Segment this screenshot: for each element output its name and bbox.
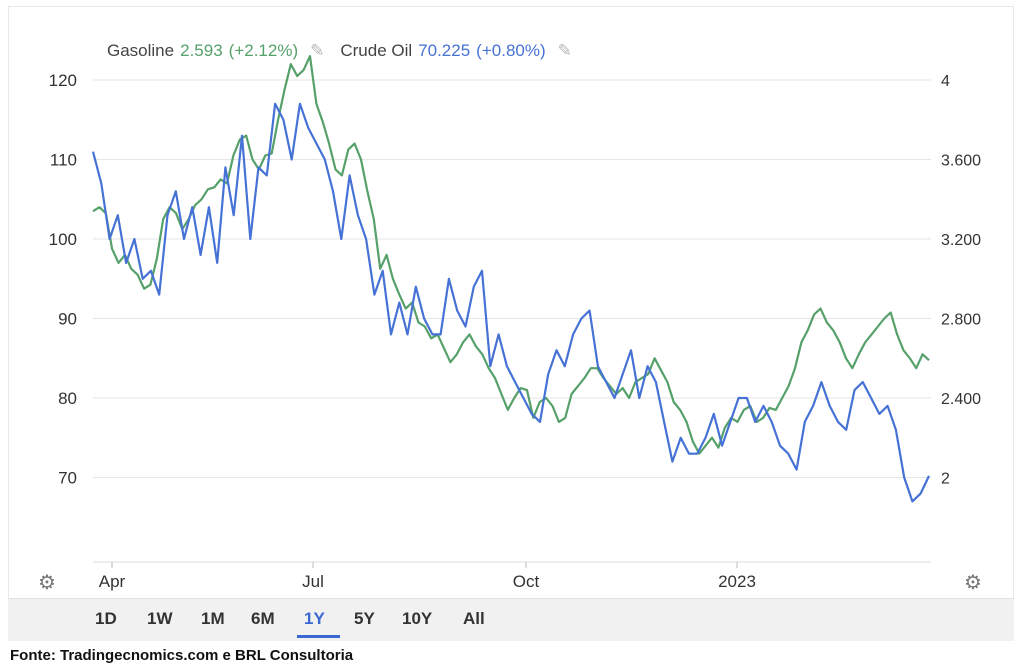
range-selector-bar: 1D 1W 1M 6M 1Y 5Y 10Y All [8, 598, 1014, 641]
range-button-1y[interactable]: 1Y [304, 609, 325, 628]
chart-frame: 70 80 90 100 110 120 2 2.400 2.800 3.200 3.600 4 Apr… [8, 6, 1014, 641]
range-button-6m[interactable]: 6M [251, 609, 275, 628]
source-caption: Fonte: Tradingecnomics.com e BRL Consult… [10, 647, 354, 664]
edit-crude-pencil-icon[interactable]: ✎ [557, 41, 572, 60]
x-axis-tick-label: Oct [513, 572, 540, 591]
left-axis-tick-label: 100 [49, 230, 77, 249]
legend-crude-value: 70.225 [418, 41, 471, 60]
left-axis-tick-label: 80 [58, 389, 77, 408]
right-axis-tick-label: 2.400 [941, 391, 981, 408]
legend-crude-label: Crude Oil [340, 41, 413, 60]
range-button-5y[interactable]: 5Y [354, 609, 375, 628]
chart-canvas: 70 80 90 100 110 120 2 2.400 2.800 3.200 3.600 4 Apr… [49, 54, 981, 591]
edit-gasoline-pencil-icon[interactable]: ✎ [310, 41, 325, 60]
right-axis-tick-label: 3.600 [941, 153, 981, 170]
right-settings-gear-icon[interactable]: ⚙ [964, 572, 982, 594]
right-axis-tick-label: 2.800 [941, 312, 981, 329]
gasoline-series-line [92, 54, 930, 455]
left-axis-tick-label: 120 [49, 71, 77, 90]
left-axis-tick-label: 90 [58, 310, 77, 329]
x-axis-tick-label: Jul [302, 572, 324, 591]
legend-gasoline-value: 2.593 [180, 41, 223, 60]
range-button-1m[interactable]: 1M [201, 609, 225, 628]
legend-gasoline-label: Gasoline [107, 41, 175, 60]
legend-gasoline-change: (+2.12%) [228, 41, 299, 60]
left-settings-gear-icon[interactable]: ⚙ [38, 572, 56, 594]
left-axis-tick-label: 110 [50, 151, 77, 170]
x-axis-tick-label: Apr [99, 572, 126, 591]
range-button-10y[interactable]: 10Y [402, 609, 433, 628]
legend-crude-change: (+0.80%) [476, 41, 546, 60]
range-button-1w[interactable]: 1W [147, 609, 173, 628]
active-range-underline [297, 635, 340, 638]
chart-legend: Gasoline 2.593 (+2.12%) ✎ Crude Oil 70.2… [107, 41, 582, 61]
x-axis-tick-label: 2023 [718, 572, 756, 591]
right-axis-tick-label: 4 [941, 73, 950, 90]
range-button-1d[interactable]: 1D [95, 609, 117, 628]
left-axis-tick-label: 70 [58, 469, 77, 488]
right-axis-tick-label: 3.200 [941, 232, 981, 249]
range-button-all[interactable]: All [463, 609, 485, 628]
right-axis-tick-label: 2 [941, 471, 950, 488]
crude-oil-series-line [91, 102, 930, 503]
